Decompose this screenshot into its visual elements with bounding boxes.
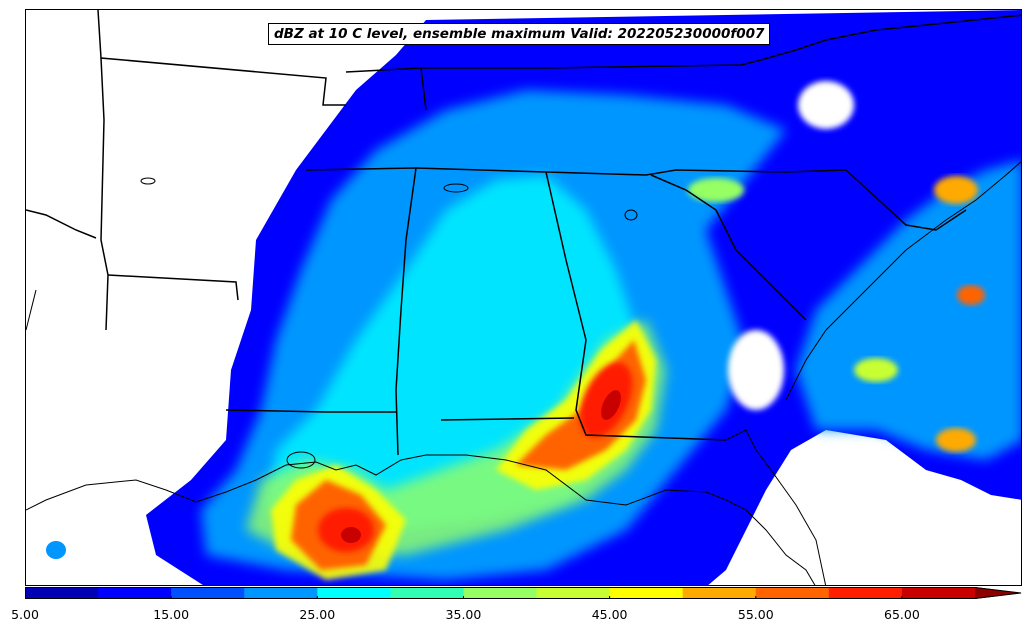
colorbar-tick-label: 45.00: [591, 607, 628, 622]
echo-cell-se-1: [936, 428, 976, 452]
colorbar-bin-2: [171, 587, 245, 599]
state-boundaries: [26, 10, 1021, 456]
clear-area-1: [798, 81, 854, 129]
colorbar-tick-label: 35.00: [445, 607, 482, 622]
echo-core-darkred-sw: [341, 527, 361, 543]
colorbar-tick-label: 15.00: [153, 607, 190, 622]
colorbar-tick-label: 25.00: [299, 607, 336, 622]
colorbar-bin-6: [463, 587, 538, 599]
colorbar-tick-label: 55.00: [737, 607, 774, 622]
colorbar-bin-12: [901, 587, 976, 599]
map-title: dBZ at 10 C level, ensemble maximum Vali…: [268, 23, 771, 45]
lakes: [140, 177, 638, 469]
echo-cell-ne-2: [957, 285, 985, 305]
echo-region-east: [796, 160, 1021, 460]
reflectivity-map: [26, 10, 1021, 585]
colorbar-bin-1: [98, 587, 172, 599]
colorbar-tick-label: 65.00: [884, 607, 920, 622]
colorbar-bin-10: [755, 587, 830, 599]
colorbar-bin-0: [25, 587, 99, 599]
clear-area-2: [728, 330, 784, 410]
colorbar-extend-arrow: [975, 587, 1022, 599]
colorbar-bin-9: [682, 587, 757, 599]
echo-cell-ne-1: [934, 176, 978, 204]
map-panel: dBZ at 10 C level, ensemble maximum Vali…: [25, 9, 1022, 586]
echo-cell-far-w: [46, 541, 66, 559]
coastlines: [26, 161, 1021, 585]
reflectivity-field: [46, 10, 1021, 585]
colorbar-bin-4: [317, 587, 391, 599]
colorbar-bin-11: [828, 587, 903, 599]
echo-cell-e-1: [854, 358, 898, 382]
colorbar: [25, 587, 1022, 599]
colorbar-bin-7: [536, 587, 611, 599]
colorbar-tick-label: 5.00: [11, 607, 39, 622]
colorbar-bin-5: [390, 587, 464, 599]
echo-core-darkred-c: [601, 390, 621, 420]
echo-cell-n-1: [688, 178, 744, 202]
colorbar-bin-3: [244, 587, 318, 599]
colorbar-bin-8: [609, 587, 684, 599]
